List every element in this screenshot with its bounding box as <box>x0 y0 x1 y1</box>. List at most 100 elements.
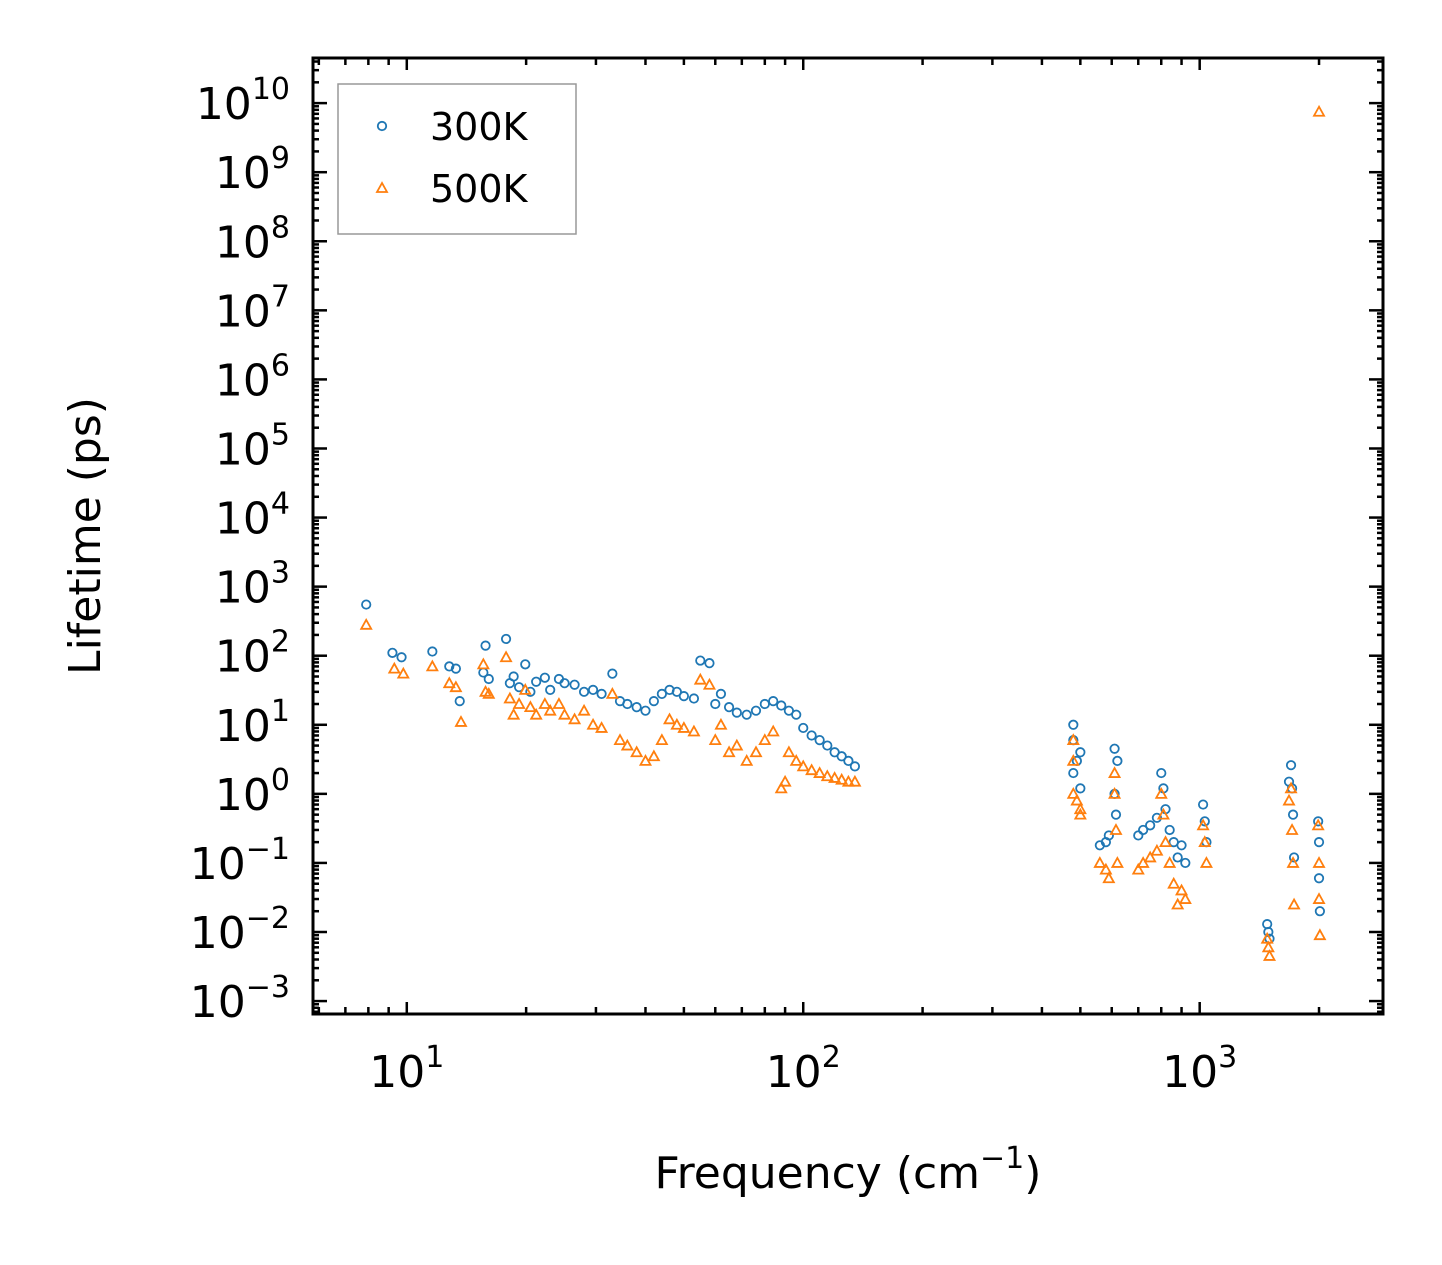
y-tick-label: 101 <box>215 694 290 752</box>
data-point <box>1143 850 1157 863</box>
data-point <box>1103 830 1114 841</box>
data-point <box>1110 856 1124 868</box>
data-point <box>500 633 512 645</box>
data-point <box>1109 743 1120 754</box>
data-point <box>1171 897 1185 910</box>
data-point <box>766 724 780 737</box>
data-point <box>396 666 410 679</box>
data-point <box>750 705 762 716</box>
data-point <box>361 599 372 610</box>
data-point <box>778 774 792 787</box>
data-point <box>512 697 526 709</box>
data-point <box>523 700 537 713</box>
data-point <box>789 754 803 766</box>
y-tick-label: 107 <box>215 279 290 337</box>
data-point <box>1197 799 1209 810</box>
data-point <box>708 733 722 746</box>
data-point <box>1070 793 1084 806</box>
data-point <box>520 659 531 670</box>
legend-entry-300K: 300K <box>376 105 529 149</box>
data-point <box>671 686 682 697</box>
legend-box <box>337 83 577 235</box>
data-point <box>702 677 716 690</box>
data-point <box>387 661 401 674</box>
data-point <box>387 647 398 658</box>
data-point <box>835 772 849 785</box>
data-point <box>723 702 735 713</box>
data-point <box>1313 816 1324 827</box>
data-point <box>1066 754 1080 766</box>
data-point <box>749 745 763 758</box>
data-point <box>1075 747 1086 758</box>
data-point <box>695 655 706 666</box>
data-point <box>454 715 468 727</box>
data-point <box>741 709 752 720</box>
y-tick-label: 1010 <box>196 72 290 130</box>
x-tick-label: 102 <box>766 1040 841 1098</box>
data-point <box>656 688 667 699</box>
data-point <box>1167 876 1181 889</box>
data-point <box>449 680 463 693</box>
data-point <box>715 688 727 699</box>
y-tick-label: 102 <box>215 625 290 683</box>
data-point <box>640 705 651 716</box>
data-point <box>1068 719 1079 730</box>
data-point <box>613 733 627 746</box>
data-point <box>1313 928 1327 941</box>
y-tick-label: 10−2 <box>190 901 290 959</box>
data-point <box>1282 793 1296 806</box>
data-point <box>710 698 721 710</box>
data-point <box>586 717 600 730</box>
data-point <box>687 724 701 737</box>
x-tick-label: 101 <box>369 1040 444 1098</box>
data-point <box>578 686 590 697</box>
data-point <box>499 650 513 663</box>
data-point <box>1109 823 1123 835</box>
data-point <box>1133 830 1144 841</box>
data-point <box>791 709 802 720</box>
data-point <box>1313 873 1325 884</box>
data-point <box>1312 856 1326 868</box>
data-point <box>1262 949 1277 961</box>
data-point <box>1102 871 1116 884</box>
data-point <box>605 687 619 699</box>
data-point <box>678 691 689 702</box>
data-point <box>1108 787 1122 799</box>
y-tick-label: 10−1 <box>190 832 290 890</box>
data-point <box>1287 809 1299 820</box>
data-point <box>531 676 542 687</box>
data-point <box>1099 862 1113 875</box>
data-point <box>503 691 517 704</box>
data-point <box>670 717 684 730</box>
x-axis-label: Frequency (cm−1) <box>655 1141 1042 1199</box>
y-tick-label: 10−3 <box>190 970 290 1028</box>
data-point <box>813 766 827 778</box>
data-point <box>1066 733 1080 746</box>
data-point <box>1288 852 1300 863</box>
data-point <box>552 697 566 709</box>
data-point <box>704 658 715 669</box>
data-point <box>1285 760 1297 771</box>
data-point <box>782 745 796 758</box>
data-point <box>1199 856 1213 868</box>
y-tick-label: 104 <box>215 487 290 545</box>
data-point <box>396 652 407 663</box>
data-point <box>1093 856 1107 868</box>
data-point <box>677 721 691 733</box>
data-point <box>569 679 580 690</box>
data-point <box>444 661 455 672</box>
data-point <box>630 745 644 758</box>
data-point <box>607 668 618 679</box>
data-point <box>843 755 854 766</box>
data-point <box>774 781 788 794</box>
data-point <box>828 771 842 783</box>
y-tick-label: 103 <box>215 556 290 614</box>
legend-triangle-marker <box>375 181 389 193</box>
data-point <box>1110 809 1122 820</box>
data-point <box>1145 820 1156 831</box>
data-point <box>1199 816 1210 827</box>
data-point <box>836 751 847 762</box>
data-point <box>1176 840 1187 851</box>
data-point <box>798 722 809 734</box>
